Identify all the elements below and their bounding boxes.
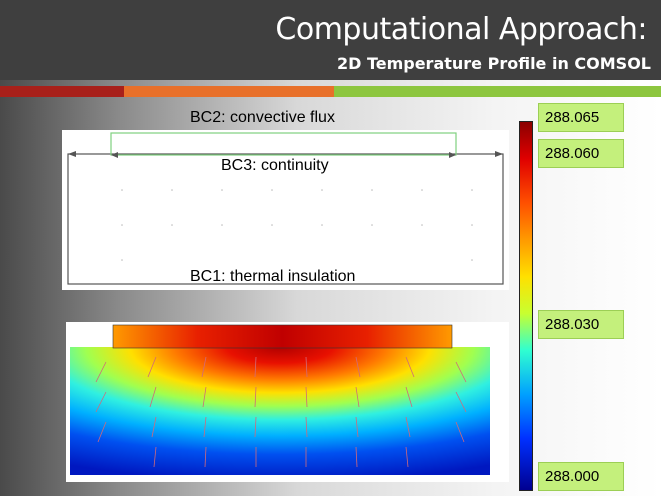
colorbar-upper-label: 288.060 bbox=[538, 139, 624, 168]
geometry-panel: BC3: continuity BC1: thermal insulation bbox=[62, 130, 509, 290]
temperature-colorbar bbox=[519, 121, 533, 491]
colorbar-max-label: 288.065 bbox=[538, 103, 624, 132]
mesh-dots bbox=[121, 189, 473, 261]
arrow-block-left-icon bbox=[111, 152, 118, 158]
accent-band-orange bbox=[124, 86, 334, 97]
slide-title: Computational Approach: bbox=[275, 12, 647, 47]
domain-outline bbox=[67, 153, 504, 285]
slide-subtitle: 2D Temperature Profile in COMSOL bbox=[336, 54, 651, 73]
temperature-plot bbox=[70, 324, 490, 475]
accent-band-red bbox=[0, 86, 124, 97]
domain-field bbox=[70, 347, 490, 475]
bc3-label: BC3: continuity bbox=[221, 157, 329, 174]
arrow-right-icon bbox=[495, 151, 503, 157]
geometry-diagram bbox=[67, 132, 504, 285]
arrow-left-icon bbox=[68, 151, 76, 157]
colorbar-mid-label: 288.030 bbox=[538, 310, 624, 339]
temperature-profile-panel bbox=[66, 322, 509, 482]
colorbar-min-label: 288.000 bbox=[538, 462, 624, 491]
top-block-outline bbox=[110, 132, 457, 156]
bc2-label: BC2: convective flux bbox=[190, 109, 335, 126]
top-block-field bbox=[112, 324, 453, 349]
bc1-label: BC1: thermal insulation bbox=[190, 268, 356, 285]
accent-band-green bbox=[334, 86, 661, 97]
arrow-block-right-icon bbox=[449, 152, 456, 158]
slide-header: Computational Approach: 2D Temperature P… bbox=[0, 0, 661, 80]
flux-arrows bbox=[95, 356, 467, 468]
